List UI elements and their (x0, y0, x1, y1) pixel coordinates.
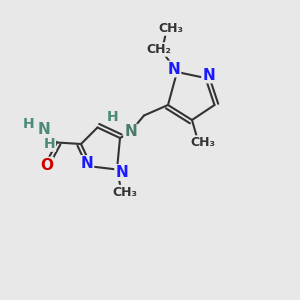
Text: CH₃: CH₃ (112, 185, 137, 199)
Text: O: O (40, 158, 53, 172)
Text: CH₂: CH₂ (147, 43, 171, 56)
Text: N: N (124, 124, 137, 140)
Text: N: N (37, 122, 50, 136)
Text: CH₃: CH₃ (158, 22, 184, 35)
Text: CH₃: CH₃ (190, 136, 215, 149)
Text: N: N (168, 61, 180, 76)
Text: H: H (23, 118, 34, 131)
Text: N: N (115, 165, 128, 180)
Text: H: H (107, 110, 118, 124)
Text: N: N (81, 156, 93, 171)
Text: N: N (202, 68, 215, 82)
Text: H: H (44, 137, 55, 151)
